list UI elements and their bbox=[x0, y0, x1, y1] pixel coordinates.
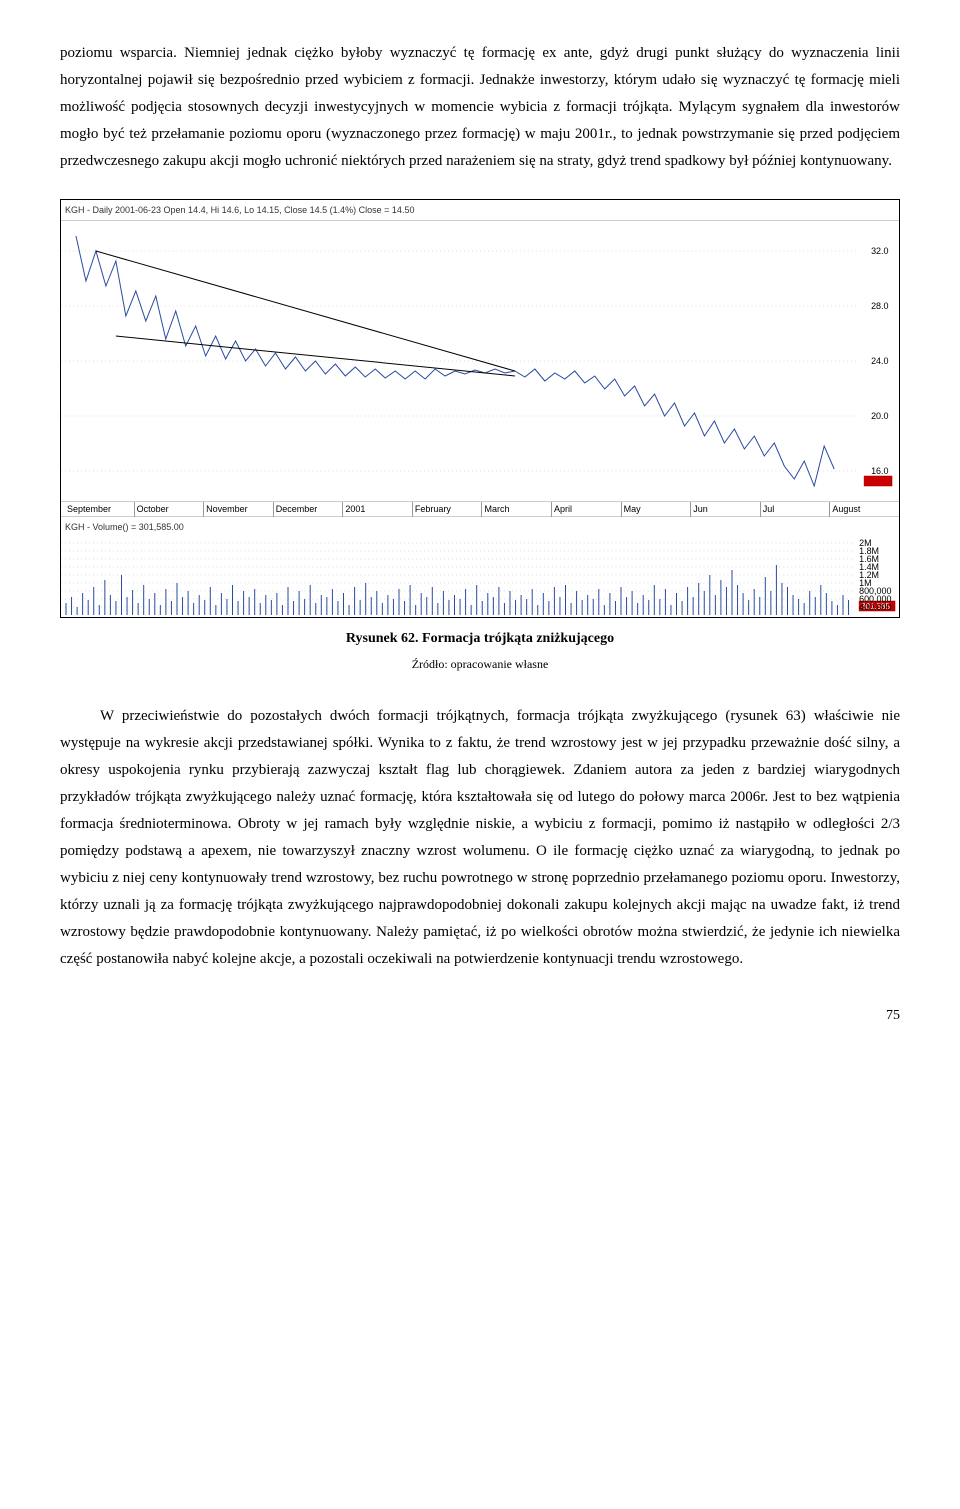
svg-text:24.0: 24.0 bbox=[871, 356, 888, 366]
month-label: 2001 bbox=[342, 501, 412, 517]
chart-header: KGH - Daily 2001-06-23 Open 14.4, Hi 14.… bbox=[61, 200, 899, 221]
month-label: February bbox=[412, 501, 482, 517]
month-label: Jun bbox=[690, 501, 760, 517]
month-label: November bbox=[203, 501, 273, 517]
caption-title: Rysunek 62. Formacja trójkąta zniżkujące… bbox=[60, 626, 900, 651]
figure-caption: Rysunek 62. Formacja trójkąta zniżkujące… bbox=[60, 626, 900, 675]
month-label: May bbox=[621, 501, 691, 517]
paragraph-2: W przeciwieństwie do pozostałych dwóch f… bbox=[60, 703, 900, 973]
price-svg: 32.0 28.0 24.0 20.0 16.0 bbox=[61, 221, 899, 501]
month-label: March bbox=[481, 501, 551, 517]
triangle-bottom-line bbox=[116, 336, 515, 376]
month-label: August bbox=[829, 501, 899, 517]
paragraph-1: poziomu wsparcia. Niemniej jednak ciężko… bbox=[60, 40, 900, 175]
svg-text:400,000: 400,000 bbox=[859, 602, 891, 612]
volume-header: KGH - Volume() = 301,585.00 bbox=[61, 517, 899, 537]
month-axis: SeptemberOctoberNovemberDecember2001Febr… bbox=[61, 502, 899, 517]
month-label: December bbox=[273, 501, 343, 517]
month-label: April bbox=[551, 501, 621, 517]
svg-text:20.0: 20.0 bbox=[871, 411, 888, 421]
month-label: Jul bbox=[760, 501, 830, 517]
svg-text:16.0: 16.0 bbox=[871, 466, 888, 476]
svg-text:28.0: 28.0 bbox=[871, 301, 888, 311]
svg-text:32.0: 32.0 bbox=[871, 246, 888, 256]
month-label: October bbox=[134, 501, 204, 517]
month-label: September bbox=[65, 501, 134, 517]
price-chart: 32.0 28.0 24.0 20.0 16.0 bbox=[61, 221, 899, 502]
caption-source: Źródło: opracowanie własne bbox=[60, 654, 900, 676]
page-number: 75 bbox=[60, 1003, 900, 1028]
volume-chart: 301.585 2M1.8M1.6M1.4M1.2M1M800,000600,0… bbox=[61, 537, 899, 617]
chart-box: KGH - Daily 2001-06-23 Open 14.4, Hi 14.… bbox=[60, 199, 900, 618]
volume-svg: 301.585 2M1.8M1.6M1.4M1.2M1M800,000600,0… bbox=[61, 537, 899, 617]
chart-figure: KGH - Daily 2001-06-23 Open 14.4, Hi 14.… bbox=[60, 199, 900, 675]
price-marker bbox=[864, 476, 892, 486]
